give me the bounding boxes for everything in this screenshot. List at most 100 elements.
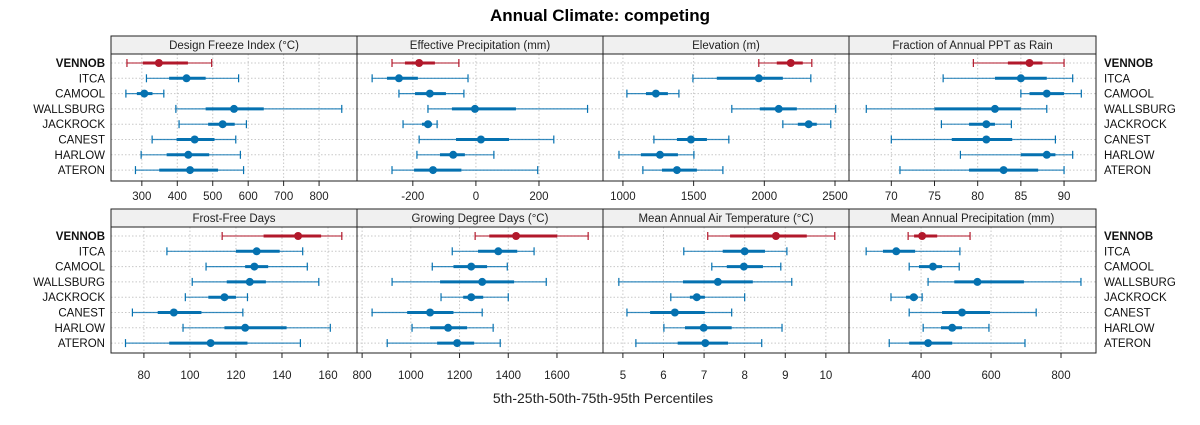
site-label-jackrock: JACKROCK — [1104, 119, 1167, 131]
median-point — [394, 74, 403, 83]
x-tick-label: 400 — [168, 191, 187, 203]
site-label-harlow: HARLOW — [55, 323, 106, 335]
median-point — [1042, 150, 1051, 159]
series-itca — [942, 74, 1074, 83]
series-canest — [626, 308, 733, 317]
site-label-ateron: ATERON — [1104, 338, 1151, 350]
series-wallsburg — [865, 104, 1048, 113]
median-point — [771, 232, 780, 240]
series-ateron — [888, 339, 1026, 348]
site-label-ateron: ATERON — [58, 165, 105, 177]
site-label-jackrock: JACKROCK — [1104, 292, 1167, 304]
x-tick-label: 1600 — [544, 370, 570, 382]
series-jackrock — [670, 293, 746, 302]
site-label-camool: CAMOOL — [55, 262, 105, 274]
series-camool — [431, 262, 508, 271]
median-point — [449, 150, 458, 159]
left-site-labels: VENNOB ITCA CAMOOL WALLSBURG JACKROCK CANEST H… — [33, 58, 105, 350]
series-harlow — [411, 323, 494, 332]
median-point — [948, 323, 957, 332]
x-tick-label: 9 — [782, 370, 788, 382]
x-tick-label: 500 — [203, 191, 222, 203]
x-tick-label: 2000 — [752, 191, 778, 203]
x-tick-label: 80 — [971, 191, 984, 203]
panel-strip-title: Effective Precipitation (mm) — [410, 40, 551, 52]
site-label-camool: CAMOOL — [55, 89, 105, 101]
median-point — [476, 135, 485, 144]
site-label-camool: CAMOOL — [1104, 262, 1154, 274]
median-point — [701, 339, 710, 348]
median-point — [478, 277, 487, 286]
series-jackrock — [940, 120, 1012, 129]
series-vennob — [707, 232, 836, 240]
x-tick-label: 1000 — [610, 191, 636, 203]
series-wallsburg — [175, 104, 343, 113]
median-point — [467, 293, 476, 302]
series-canest — [371, 308, 483, 317]
panel-border — [848, 226, 1097, 354]
series-wallsburg — [391, 277, 547, 286]
median-point — [169, 308, 178, 317]
series-camool — [711, 262, 782, 271]
series-ateron — [386, 339, 501, 348]
median-point — [1042, 89, 1051, 98]
series-itca — [145, 74, 240, 83]
median-point — [444, 323, 453, 332]
series-camool — [125, 89, 165, 98]
series-jackrock — [890, 293, 923, 302]
site-label-harlow: HARLOW — [1104, 323, 1155, 335]
site-label-itca: ITCA — [1104, 246, 1131, 258]
x-tick-label: 600 — [239, 191, 258, 203]
panel-design-freeze-index-c: Design Freeze Index (°C) 300 400 500 600 700 8… — [110, 35, 358, 203]
median-point — [206, 339, 215, 348]
series-camool — [626, 89, 680, 98]
site-label-ateron: ATERON — [58, 338, 105, 350]
chart-title: Annual Climate: competing — [490, 6, 710, 25]
x-tick-label: 5 — [620, 370, 626, 382]
median-point — [250, 262, 259, 271]
panel-frost-free-days: Frost-Free Days 80 100 120 140 160 — [110, 208, 358, 382]
panel-growing-degree-days-c: Growing Degree Days (°C) 800 1000 1200 1400 1… — [353, 208, 604, 382]
median-point — [220, 293, 229, 302]
x-tick-label: 300 — [132, 191, 151, 203]
x-tick-label: 700 — [274, 191, 293, 203]
series-ateron — [134, 166, 245, 175]
series-vennob — [907, 232, 971, 240]
site-label-vennob: VENNOB — [1104, 231, 1153, 243]
median-point — [423, 120, 432, 129]
series-ateron — [124, 339, 301, 348]
median-point — [804, 120, 813, 129]
median-point — [154, 59, 163, 67]
x-tick-label: 7 — [701, 370, 707, 382]
series-canest — [418, 135, 555, 144]
median-point — [241, 323, 250, 332]
median-point — [426, 308, 435, 317]
series-canest — [131, 308, 244, 317]
median-point — [928, 262, 937, 271]
site-label-itca: ITCA — [79, 246, 106, 258]
series-vennob — [972, 59, 1065, 67]
site-label-wallsburg: WALLSBURG — [1104, 277, 1176, 289]
site-label-itca: ITCA — [79, 73, 106, 85]
series-camool — [1020, 89, 1082, 98]
site-label-wallsburg: WALLSBURG — [33, 277, 105, 289]
series-harlow — [959, 150, 1074, 159]
x-tick-label: 8 — [741, 370, 747, 382]
series-ateron — [642, 166, 724, 175]
panel-strip-title: Growing Degree Days (°C) — [412, 213, 549, 225]
median-point — [1016, 74, 1025, 83]
median-point — [786, 59, 795, 67]
panel-fraction-of-annual-ppt-as-rain: Fraction of Annual PPT as Rain 70 75 80 85 90 — [848, 35, 1097, 203]
x-tick-label: 90 — [1058, 191, 1071, 203]
median-point — [494, 247, 503, 256]
site-label-vennob: VENNOB — [56, 58, 105, 70]
series-itca — [166, 247, 304, 256]
site-label-harlow: HARLOW — [1104, 150, 1155, 162]
median-point — [252, 247, 261, 256]
series-harlow — [140, 150, 241, 159]
series-vennob — [758, 59, 813, 67]
site-label-itca: ITCA — [1104, 73, 1131, 85]
median-point — [924, 339, 933, 348]
x-tick-label: 1000 — [398, 370, 424, 382]
series-itca — [692, 74, 812, 83]
